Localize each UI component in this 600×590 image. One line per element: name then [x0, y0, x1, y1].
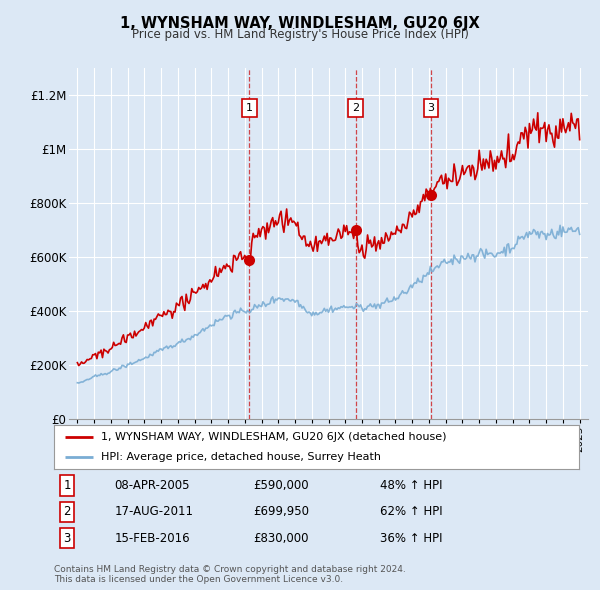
Text: 2: 2 [352, 103, 359, 113]
Text: 1: 1 [246, 103, 253, 113]
Text: 17-AUG-2011: 17-AUG-2011 [115, 505, 193, 519]
Text: 48% ↑ HPI: 48% ↑ HPI [380, 479, 442, 492]
Text: Price paid vs. HM Land Registry's House Price Index (HPI): Price paid vs. HM Land Registry's House … [131, 28, 469, 41]
Text: 1, WYNSHAM WAY, WINDLESHAM, GU20 6JX (detached house): 1, WYNSHAM WAY, WINDLESHAM, GU20 6JX (de… [101, 432, 447, 442]
Text: 1: 1 [64, 479, 71, 492]
Text: £590,000: £590,000 [254, 479, 309, 492]
Text: 08-APR-2005: 08-APR-2005 [115, 479, 190, 492]
Text: Contains HM Land Registry data © Crown copyright and database right 2024.: Contains HM Land Registry data © Crown c… [54, 565, 406, 574]
Text: 3: 3 [427, 103, 434, 113]
Text: 3: 3 [64, 532, 71, 545]
Text: £699,950: £699,950 [254, 505, 310, 519]
Text: 1, WYNSHAM WAY, WINDLESHAM, GU20 6JX: 1, WYNSHAM WAY, WINDLESHAM, GU20 6JX [120, 16, 480, 31]
Text: £830,000: £830,000 [254, 532, 309, 545]
Text: 62% ↑ HPI: 62% ↑ HPI [380, 505, 442, 519]
Text: 2: 2 [64, 505, 71, 519]
Text: 36% ↑ HPI: 36% ↑ HPI [380, 532, 442, 545]
Text: 15-FEB-2016: 15-FEB-2016 [115, 532, 190, 545]
Text: HPI: Average price, detached house, Surrey Heath: HPI: Average price, detached house, Surr… [101, 452, 381, 462]
Text: This data is licensed under the Open Government Licence v3.0.: This data is licensed under the Open Gov… [54, 575, 343, 584]
